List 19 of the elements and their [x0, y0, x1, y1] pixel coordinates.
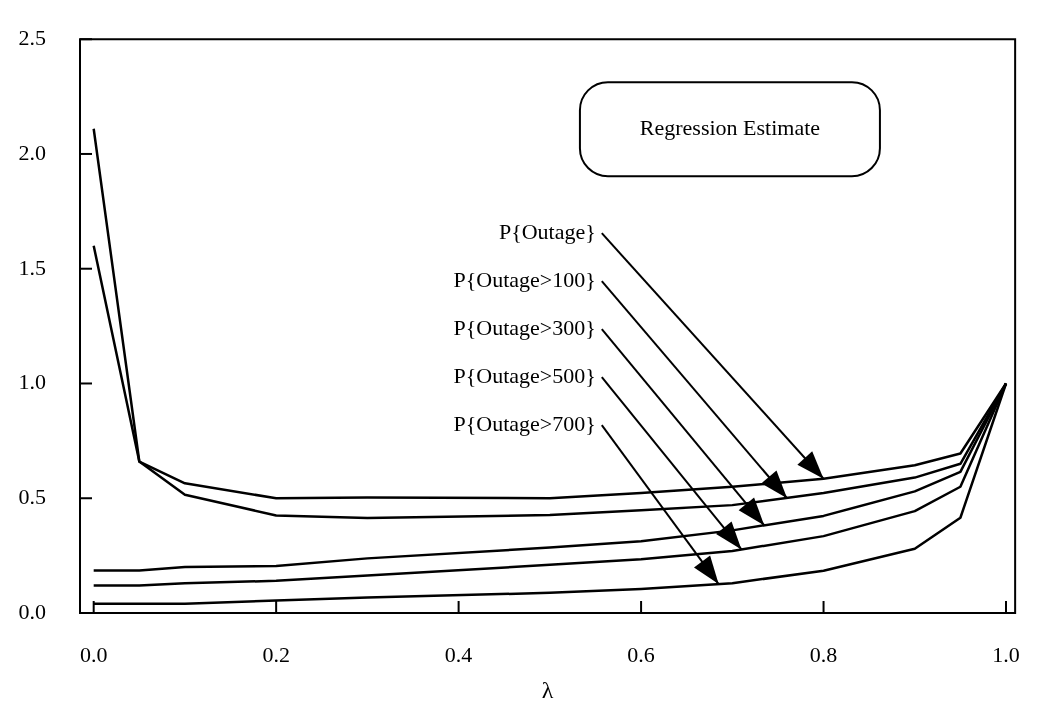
y-tick-label: 2.0	[18, 139, 46, 165]
x-axis-title: λ	[541, 676, 554, 703]
annotation: P{Outage>500}	[453, 362, 596, 388]
x-tick-label: 0.8	[809, 641, 838, 667]
y-tick-label: 2.5	[18, 24, 46, 50]
y-tick-label: 0.5	[18, 484, 46, 510]
annotation: P{Outage}	[498, 218, 596, 244]
x-tick-label: 0.4	[444, 641, 473, 667]
annotation: Regression Estimate	[639, 114, 821, 140]
annotation: P{Outage>700}	[453, 410, 596, 436]
x-tick-label: 0.0	[79, 641, 108, 667]
y-tick-label: 1.0	[18, 369, 46, 395]
annotation: P{Outage>300}	[453, 314, 596, 340]
x-tick-label: 1.0	[992, 641, 1020, 667]
x-tick-label: 0.2	[262, 641, 290, 667]
annotation: P{Outage>100}	[453, 266, 596, 292]
x-tick-label: 0.6	[627, 641, 655, 667]
y-tick-label: 0.0	[18, 598, 46, 624]
y-tick-label: 1.5	[18, 254, 46, 280]
